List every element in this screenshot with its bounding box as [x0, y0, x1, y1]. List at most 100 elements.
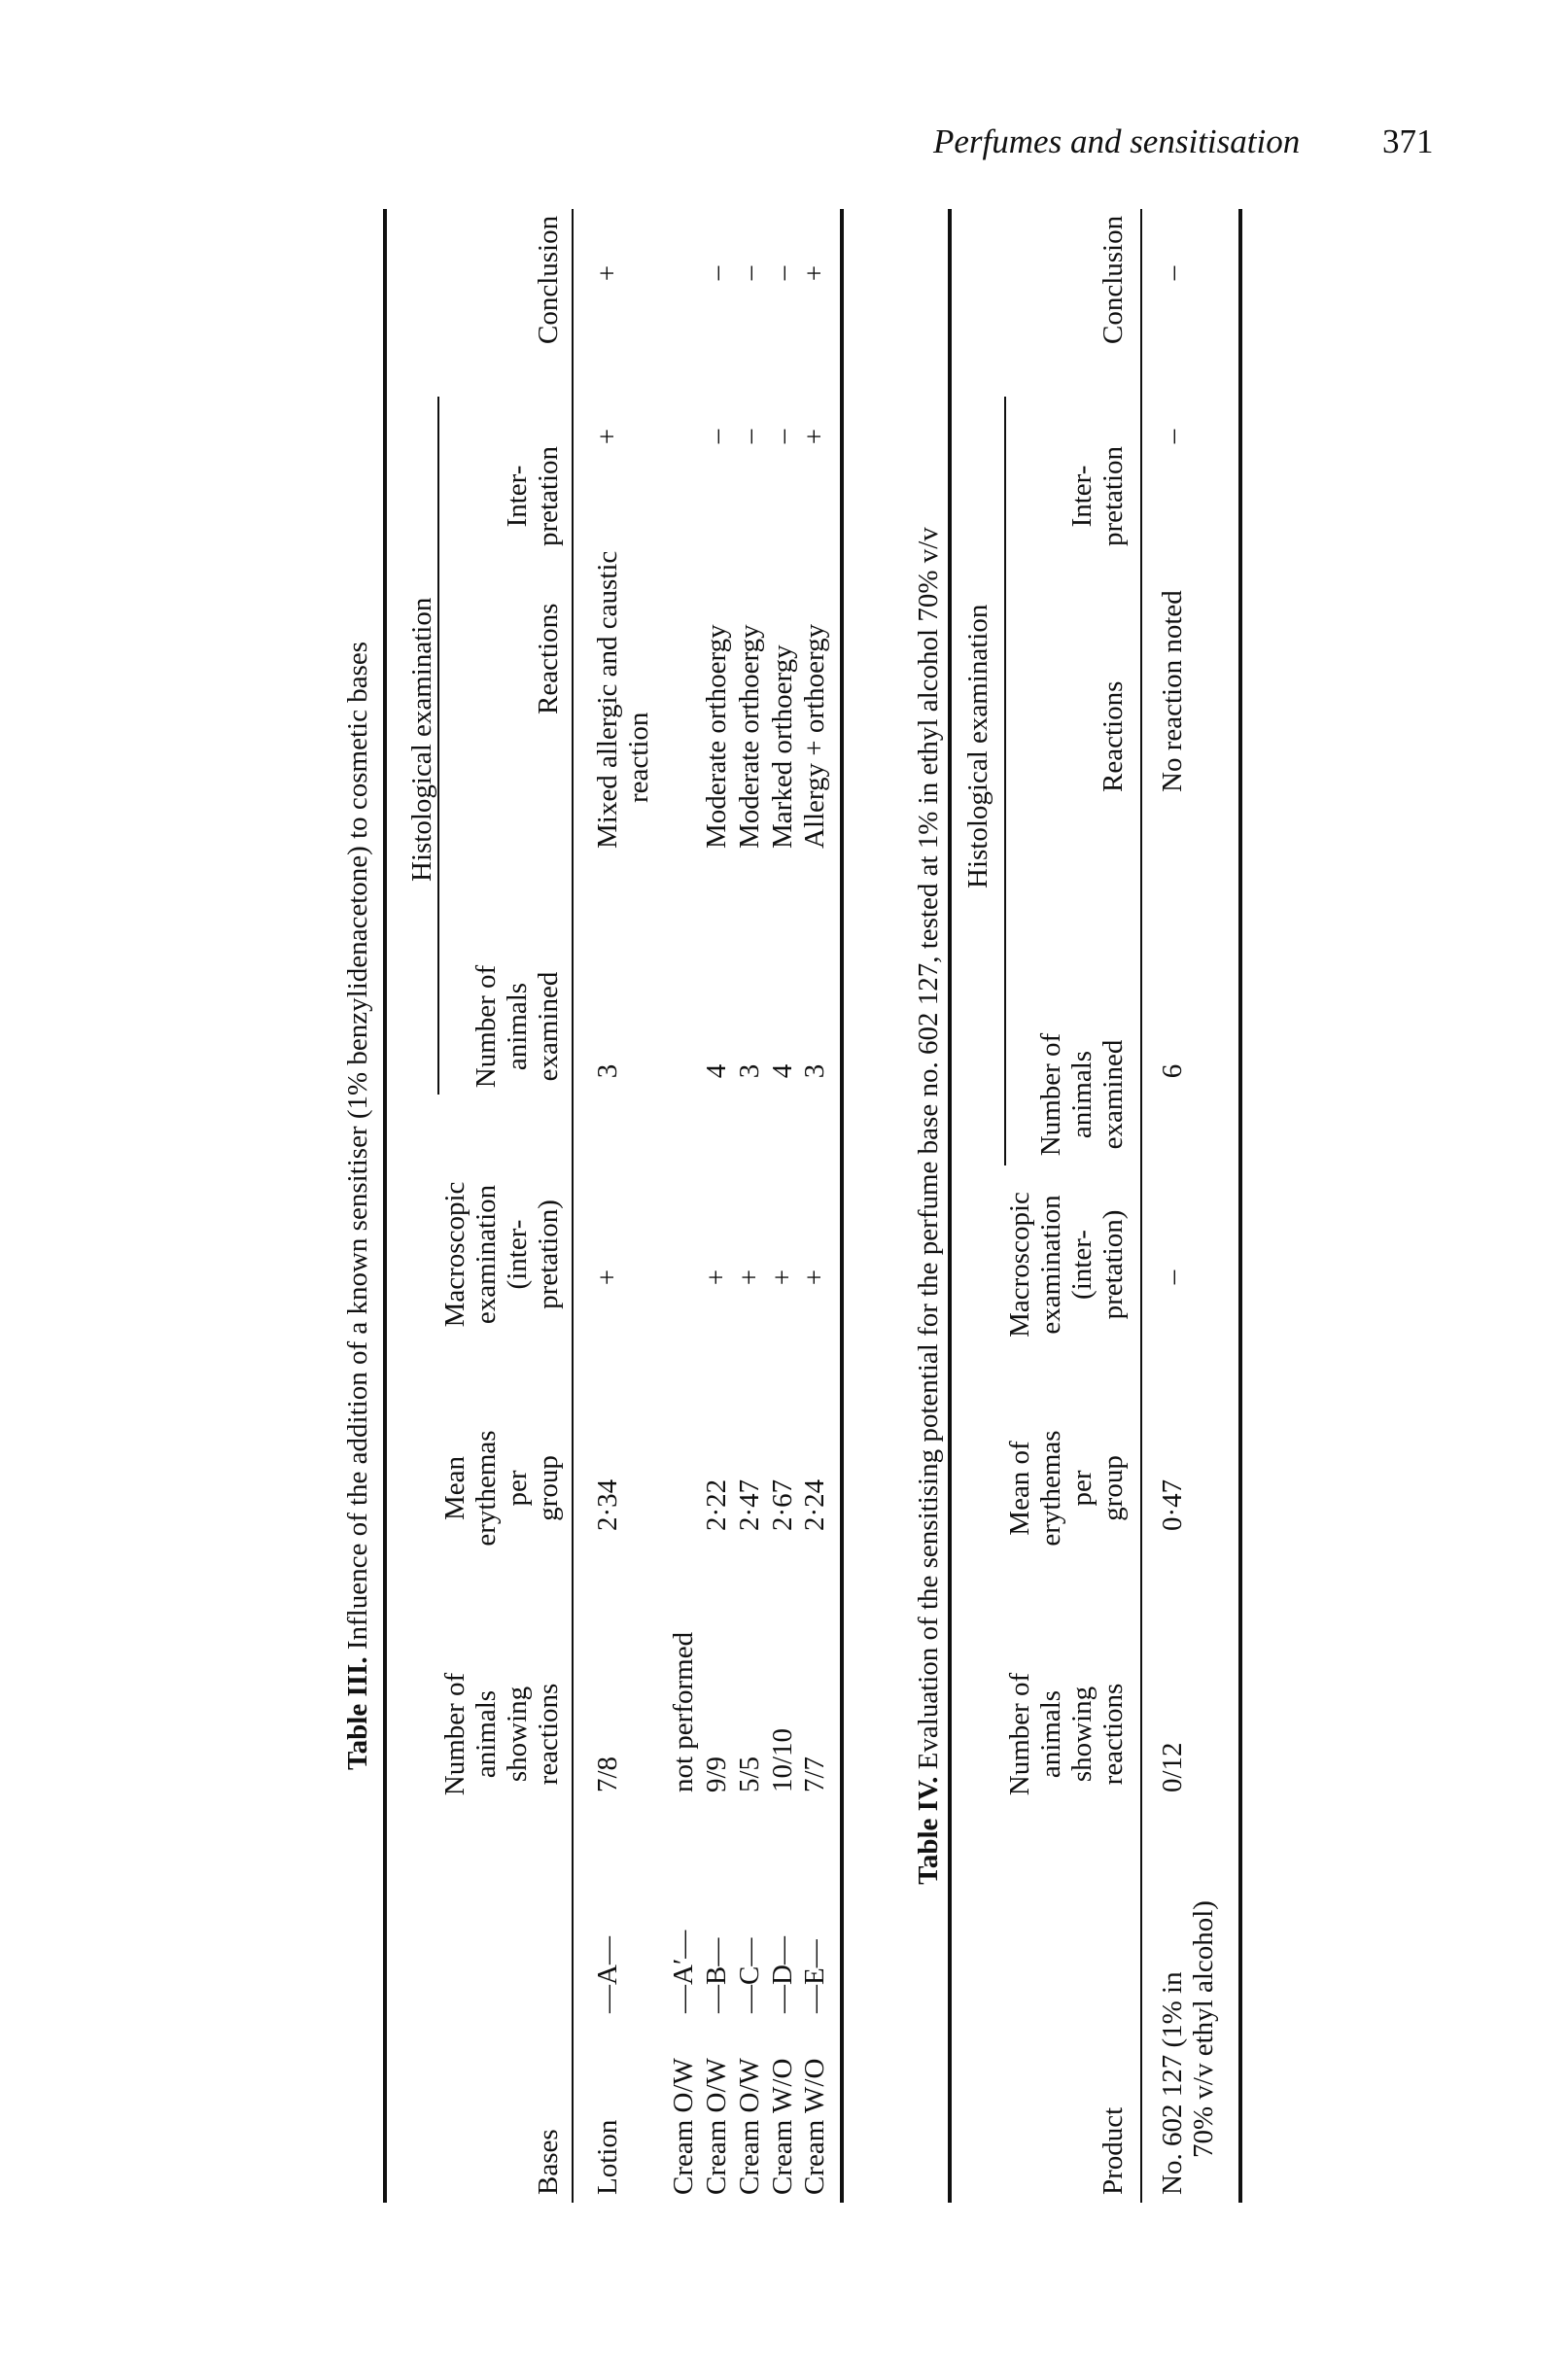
- row-examined: 3: [734, 1063, 765, 1079]
- table-iii-caption-text: Influence of the addition of a known sen…: [342, 641, 373, 1657]
- row-conclusion: –: [767, 265, 798, 281]
- row-base: Cream W/O: [799, 2058, 830, 2195]
- row-mean: 2·67: [767, 1478, 798, 1531]
- row-interp: –: [767, 429, 798, 444]
- row-base: Cream O/W: [701, 2058, 732, 2195]
- row-conclusion: –: [701, 265, 732, 281]
- row-macro: +: [767, 1269, 798, 1286]
- row-reactions: Marked orthoergy: [767, 644, 798, 849]
- row-mean: 2·47: [734, 1478, 765, 1531]
- top-rule: [383, 209, 387, 2203]
- row-mean: 2·22: [701, 1478, 732, 1531]
- row-code: —A′—: [668, 1930, 699, 2013]
- group-header-histological: Histological examination: [962, 604, 993, 888]
- header-mean: Mean of: [1004, 1441, 1035, 1536]
- row-interp: –: [701, 429, 732, 444]
- row-macro: +: [701, 1269, 732, 1286]
- row-showing: 5/5: [734, 1756, 765, 1792]
- row-macro: +: [734, 1269, 765, 1286]
- header-examined: Number of: [470, 964, 502, 1089]
- row-showing: 7/8: [592, 1756, 623, 1792]
- row-reactions: Moderate orthoergy: [701, 624, 732, 849]
- bottom-rule: [1238, 209, 1242, 2203]
- row-macro: +: [592, 1269, 623, 1286]
- header-mean: per: [1066, 1470, 1098, 1507]
- row-macro: +: [799, 1269, 830, 1286]
- header-macro: Macroscopic: [1004, 1192, 1035, 1338]
- row-base: Lotion: [592, 2119, 623, 2195]
- row-product: No. 602 127 (1% in: [1157, 1971, 1188, 2195]
- row-base: Cream O/W: [668, 2058, 699, 2195]
- table-iv-caption: Table IV. Evaluation of the sensitising …: [912, 209, 945, 2203]
- header-rule: [1140, 209, 1142, 2203]
- row-macro: –: [1157, 1269, 1188, 1285]
- header-conclusion: Conclusion: [533, 215, 564, 344]
- header-macro: examination: [470, 1184, 502, 1325]
- header-product: Product: [1098, 2106, 1129, 2195]
- row-showing: 7/7: [799, 1756, 830, 1792]
- table-iii-caption: Table III. Influence of the addition of …: [341, 209, 374, 2203]
- group-rule: [1004, 397, 1006, 1165]
- row-interp: +: [799, 428, 830, 445]
- header-macro: examination: [1035, 1195, 1066, 1335]
- row-showing: 10/10: [767, 1727, 798, 1792]
- header-showing: reactions: [533, 1683, 564, 1786]
- page-number: 371: [1382, 122, 1434, 160]
- row-conclusion: +: [592, 264, 623, 282]
- header-mean: group: [1098, 1455, 1129, 1521]
- header-mean: group: [533, 1455, 564, 1521]
- row-examined: 6: [1157, 1063, 1188, 1079]
- header-examined: animals: [502, 982, 533, 1071]
- row-product-cont: 70% v/v ethyl alcohol): [1188, 1900, 1219, 2158]
- row-reactions: Moderate orthoergy: [734, 624, 765, 849]
- row-base: Cream W/O: [767, 2058, 798, 2195]
- header-rule: [572, 209, 574, 2203]
- row-interp: +: [592, 428, 623, 445]
- header-mean: erythemas: [470, 1430, 502, 1547]
- header-reactions: Reactions: [1098, 680, 1129, 792]
- header-showing: showing: [1066, 1686, 1098, 1783]
- row-showing: 9/9: [701, 1756, 732, 1792]
- row-code: —A—: [592, 1936, 623, 2013]
- row-conclusion: +: [799, 264, 830, 282]
- row-conclusion: –: [1157, 265, 1188, 281]
- header-interp: Inter-: [502, 465, 533, 528]
- row-examined: 4: [701, 1063, 732, 1079]
- row-code: —B—: [701, 1937, 732, 2013]
- row-reactions: Mixed allergic and caustic: [592, 550, 623, 849]
- row-code: —D—: [767, 1936, 798, 2013]
- header-reactions: Reactions: [533, 603, 564, 714]
- header-showing: Number of: [1004, 1672, 1035, 1796]
- row-reactions-cont: reaction: [623, 712, 654, 803]
- row-mean: 0·47: [1157, 1478, 1188, 1531]
- header-showing: Number of: [439, 1672, 470, 1796]
- header-mean: Mean: [439, 1455, 470, 1521]
- row-mean: 2·24: [799, 1478, 830, 1531]
- header-showing: animals: [1035, 1689, 1066, 1779]
- group-rule: [437, 397, 439, 1095]
- row-examined: 4: [767, 1063, 798, 1079]
- header-examined: examined: [1098, 1039, 1129, 1150]
- row-examined: 3: [799, 1063, 830, 1079]
- header-macro: (inter-: [502, 1219, 533, 1290]
- header-mean: per: [502, 1470, 533, 1507]
- table-iv-caption-text: Evaluation of the sensitising potential …: [913, 527, 944, 1777]
- row-code: —C—: [734, 1937, 765, 2013]
- header-showing: reactions: [1098, 1683, 1129, 1786]
- header-interp: pretation: [533, 445, 564, 547]
- header-macro: (inter-: [1066, 1230, 1098, 1300]
- table-iii-label: Table III.: [342, 1656, 373, 1771]
- row-code: —E—: [799, 1939, 830, 2013]
- row-showing: 0/12: [1157, 1742, 1188, 1792]
- row-interp: –: [1157, 429, 1188, 444]
- header-interp: pretation: [1098, 445, 1129, 547]
- header-macro: Macroscopic: [439, 1181, 470, 1328]
- header-interp: Inter-: [1066, 465, 1098, 528]
- top-rule: [948, 209, 952, 2203]
- header-conclusion: Conclusion: [1098, 215, 1129, 344]
- table-iv-label: Table IV.: [913, 1776, 944, 1885]
- row-mean: 2·34: [592, 1478, 623, 1531]
- header-showing: animals: [470, 1689, 502, 1779]
- row-conclusion: –: [734, 265, 765, 281]
- header-macro: pretation): [1098, 1209, 1129, 1320]
